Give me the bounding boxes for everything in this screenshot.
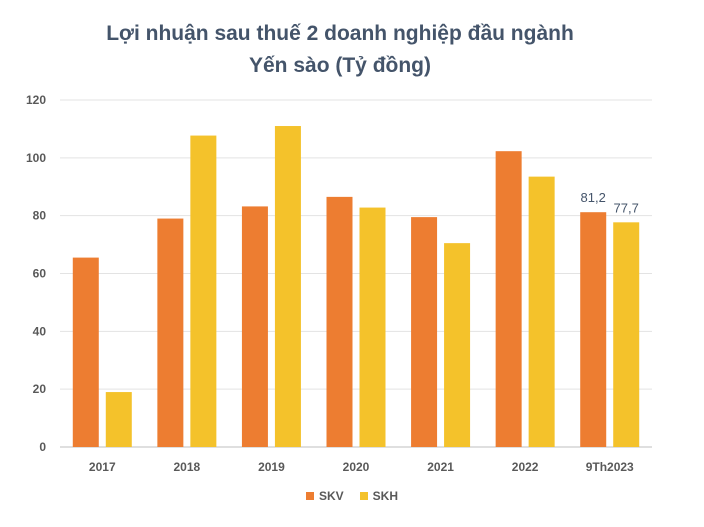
legend-label-skh: SKH <box>372 489 399 503</box>
legend-swatch-skv <box>305 492 314 500</box>
y-tick-label-20: 20 <box>33 382 47 396</box>
legend-item-skv: SKV <box>305 489 344 503</box>
legend-swatch-skh <box>359 492 368 500</box>
x-tick-label-9th2023: 9Th2023 <box>586 460 634 474</box>
y-tick-label-0: 0 <box>39 440 46 454</box>
chart-title-line2: Yến sào (Tỷ đồng) <box>248 54 431 77</box>
bar-skh-2022 <box>528 176 555 448</box>
y-tick-label-80: 80 <box>33 209 47 223</box>
y-tick-label-40: 40 <box>33 324 47 338</box>
x-tick-label-2017: 2017 <box>89 460 116 474</box>
bar-skv-9th2023 <box>580 212 607 447</box>
bar-skh-2021 <box>444 243 471 447</box>
y-tick-label-120: 120 <box>26 93 46 107</box>
bar-skv-2020 <box>326 196 353 447</box>
bar-skh-2018 <box>190 135 217 447</box>
x-tick-label-2020: 2020 <box>343 460 370 474</box>
bar-skh-2017 <box>105 392 132 447</box>
x-tick-label-2019: 2019 <box>258 460 285 474</box>
bar-skv-2017 <box>72 257 99 447</box>
legend-item-skh: SKH <box>359 489 399 503</box>
chart-title-line1: Lợi nhuận sau thuế 2 doanh nghiệp đầu ng… <box>106 22 574 45</box>
bar-skh-9th2023 <box>613 222 640 447</box>
legend-label-skv: SKV <box>318 489 344 503</box>
data-label-skh-9th2023: 77,7 <box>614 200 639 215</box>
bar-skv-2021 <box>411 217 438 447</box>
data-label-skv-9th2023: 81,2 <box>581 190 606 205</box>
x-tick-label-2021: 2021 <box>427 460 454 474</box>
bar-skh-2019 <box>274 126 301 448</box>
y-tick-label-60: 60 <box>33 267 47 281</box>
bar-skv-2018 <box>157 218 184 447</box>
bar-skv-2022 <box>495 151 522 447</box>
y-tick-label-100: 100 <box>26 151 46 165</box>
legend: SKV SKH <box>0 489 704 503</box>
bar-skv-2019 <box>241 206 268 447</box>
x-tick-label-2022: 2022 <box>512 460 539 474</box>
x-tick-label-2018: 2018 <box>174 460 201 474</box>
bar-skh-2020 <box>359 207 386 447</box>
